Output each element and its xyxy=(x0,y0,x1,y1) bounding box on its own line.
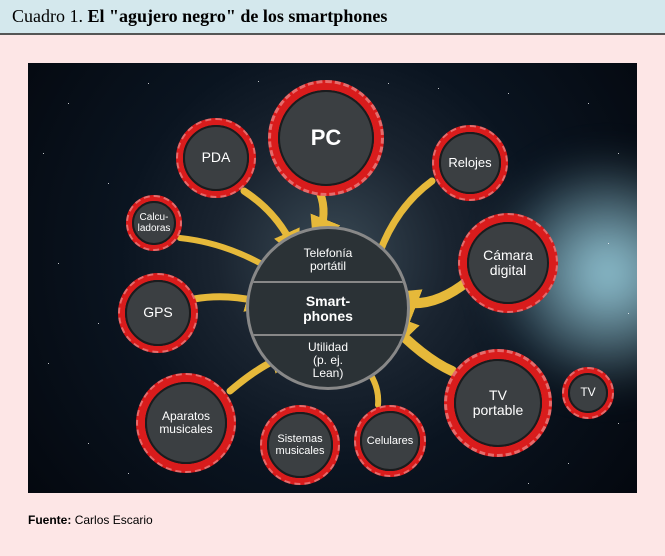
star xyxy=(588,103,589,104)
star xyxy=(128,473,129,474)
star xyxy=(508,93,509,94)
star xyxy=(43,153,44,154)
center-divider xyxy=(249,334,407,336)
star xyxy=(628,313,629,314)
center-seg-0: Telefonía portátil xyxy=(249,247,407,273)
star xyxy=(58,263,59,264)
center-seg-1: Smart- phones xyxy=(249,294,407,325)
star xyxy=(618,153,619,154)
star xyxy=(148,83,149,84)
node-sistemas: Sistemas musicales xyxy=(260,405,340,485)
node-aparatos: Aparatos musicales xyxy=(136,373,236,473)
star xyxy=(68,103,69,104)
node-calc: Calcu- ladoras xyxy=(126,195,182,251)
center-divider xyxy=(249,281,407,283)
node-tvportable: TV portable xyxy=(444,349,552,457)
star xyxy=(88,443,89,444)
node-relojes: Relojes xyxy=(432,125,508,201)
center-seg-2: Utilidad (p. ej. Lean) xyxy=(249,341,407,381)
header-prefix: Cuadro 1. xyxy=(12,6,83,26)
node-celulares: Celulares xyxy=(354,405,426,477)
node-pc: PC xyxy=(268,80,384,196)
star xyxy=(108,183,109,184)
node-camara: Cámara digital xyxy=(458,213,558,313)
node-tv: TV xyxy=(562,367,614,419)
star xyxy=(618,423,619,424)
credit-label: Fuente: xyxy=(28,513,71,527)
star xyxy=(48,363,49,364)
star xyxy=(608,243,609,244)
star xyxy=(98,323,99,324)
node-pda: PDA xyxy=(176,118,256,198)
figure-header: Cuadro 1. El "agujero negro" de los smar… xyxy=(0,0,665,35)
credit-source: Carlos Escario xyxy=(75,513,153,527)
star xyxy=(438,88,439,89)
star xyxy=(528,483,529,484)
diagram-canvas: Telefonía portátil Smart- phones Utilidad … xyxy=(28,63,637,493)
node-gps: GPS xyxy=(118,273,198,353)
figure-credit: Fuente: Carlos Escario xyxy=(0,499,665,527)
center-node: Telefonía portátil Smart- phones Utilidad … xyxy=(246,226,410,390)
header-title: El "agujero negro" de los smartphones xyxy=(88,6,388,26)
canvas-container: Telefonía portátil Smart- phones Utilidad … xyxy=(0,35,665,499)
star xyxy=(568,463,569,464)
star xyxy=(388,83,389,84)
star xyxy=(258,81,259,82)
